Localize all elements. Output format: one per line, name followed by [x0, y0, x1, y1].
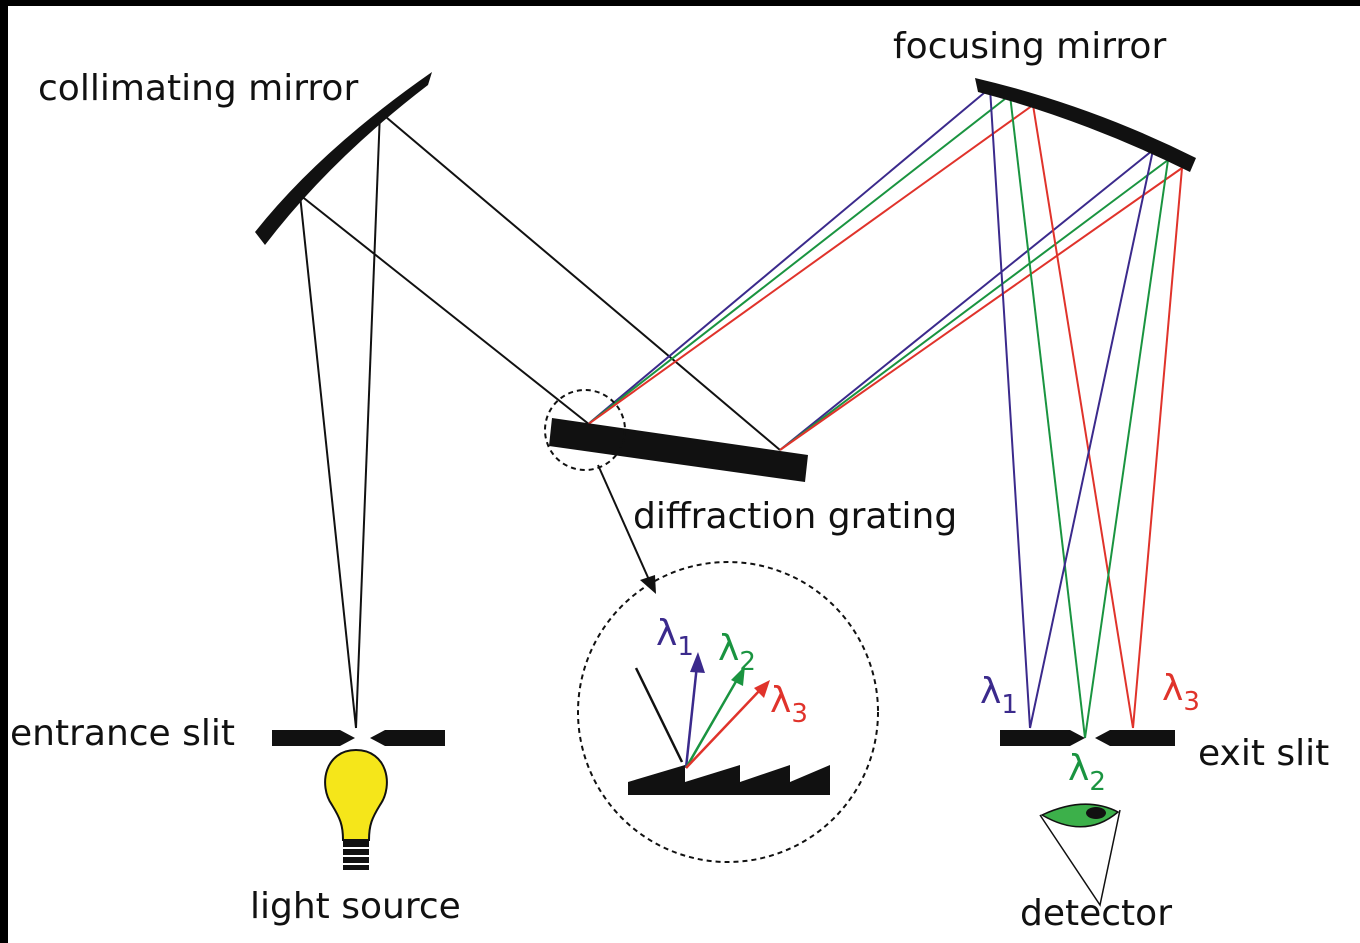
lambda-subscript: 2 [1089, 767, 1106, 797]
grating-grooves [628, 765, 830, 795]
zoom-circle [544, 389, 626, 471]
collimating-mirror [255, 72, 432, 245]
detector-label: detector [1020, 893, 1172, 934]
wavelength-label: λ3 [770, 680, 808, 729]
wavelength-label: λ2 [718, 628, 756, 677]
diffraction-grating [549, 418, 808, 482]
exit-slit [1000, 730, 1175, 746]
lambda-symbol: λ [980, 671, 1001, 712]
lambda-subscript: 3 [791, 699, 808, 729]
lambda-symbol: λ [1068, 748, 1089, 789]
focusing-mirror-label: focusing mirror [893, 26, 1166, 67]
entrance-slit-label: entrance slit [10, 713, 235, 754]
exit-slit-label: exit slit [1198, 733, 1329, 774]
inset-circle [577, 561, 879, 863]
wavelength-label: λ1 [656, 613, 694, 662]
lambda-symbol: λ [1162, 668, 1183, 709]
lambda-subscript: 1 [1001, 690, 1018, 720]
lambda-symbol: λ [718, 628, 739, 669]
zoom-arrow [597, 464, 651, 583]
lambda-symbol: λ [770, 680, 791, 721]
lambda-symbol: λ [656, 613, 677, 654]
entrance-slit [272, 730, 445, 746]
diffraction-grating-label: diffraction grating [633, 496, 957, 537]
dispersed-rays [586, 87, 1183, 739]
incident-rays [299, 111, 781, 729]
wavelength-label: λ2 [1068, 748, 1106, 797]
light-source-label: light source [250, 886, 461, 927]
lambda-subscript: 2 [739, 647, 756, 677]
lambda-subscript: 1 [677, 632, 694, 662]
detector-eye [1039, 803, 1121, 907]
collimating-mirror-label: collimating mirror [38, 68, 358, 109]
light-bulb [324, 748, 388, 870]
wavelength-label: λ3 [1162, 668, 1200, 717]
wavelength-label: λ1 [980, 671, 1018, 720]
focusing-mirror [975, 78, 1196, 172]
lambda-subscript: 3 [1183, 687, 1200, 717]
inset-arrows [634, 652, 770, 769]
